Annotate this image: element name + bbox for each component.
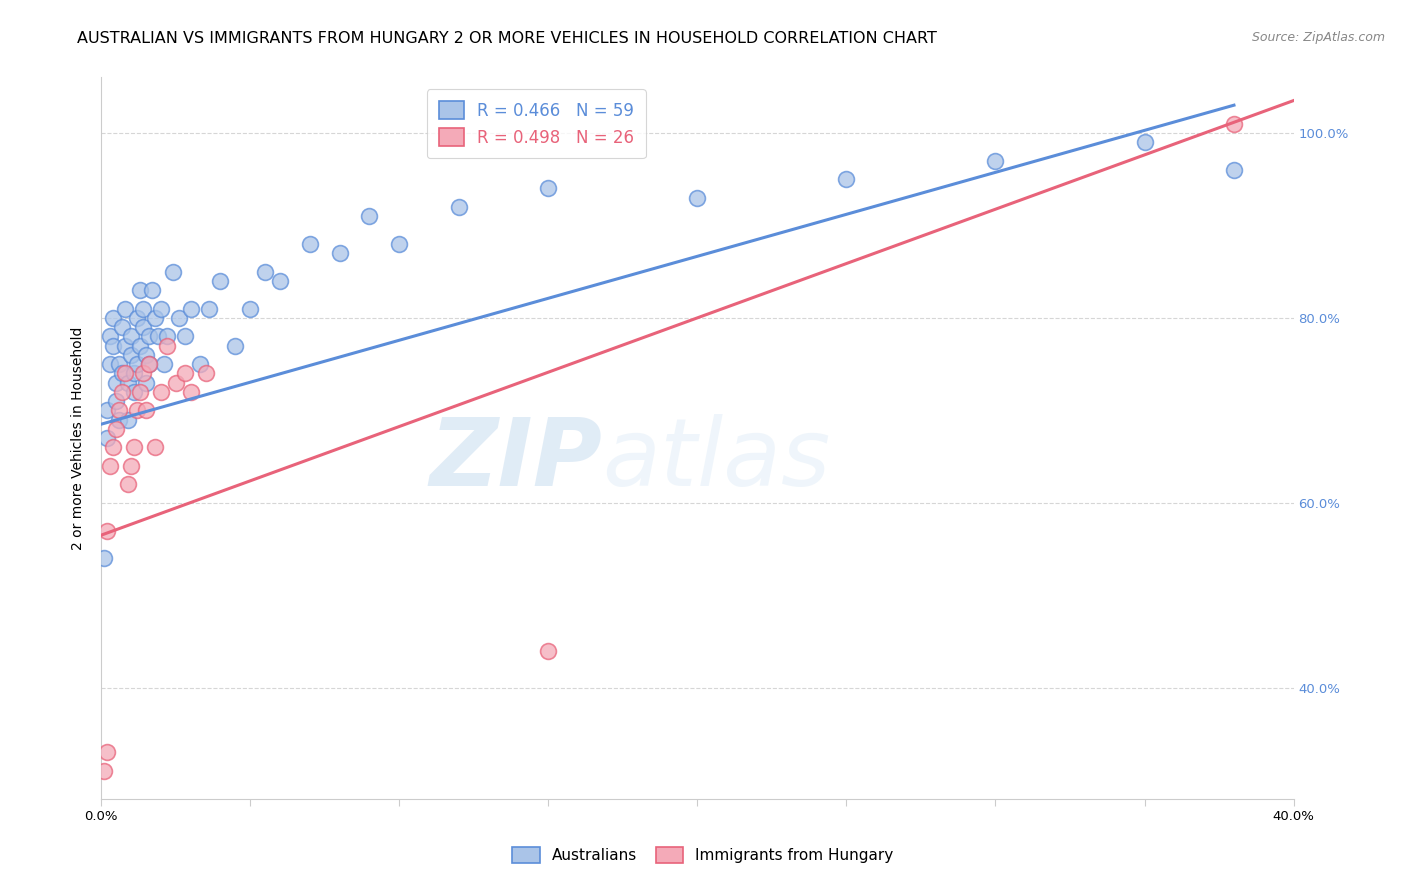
Point bbox=[125, 357, 148, 371]
Point bbox=[96, 746, 118, 760]
Point bbox=[146, 329, 169, 343]
Point bbox=[111, 384, 134, 399]
Point bbox=[101, 338, 124, 352]
Point bbox=[537, 181, 560, 195]
Point bbox=[138, 357, 160, 371]
Point bbox=[101, 440, 124, 454]
Point bbox=[111, 367, 134, 381]
Point bbox=[194, 367, 217, 381]
Point bbox=[108, 412, 131, 426]
Point bbox=[537, 644, 560, 658]
Point bbox=[101, 310, 124, 325]
Point bbox=[388, 236, 411, 251]
Point bbox=[117, 376, 139, 390]
Point bbox=[269, 274, 291, 288]
Point bbox=[143, 440, 166, 454]
Point bbox=[173, 329, 195, 343]
Point bbox=[156, 338, 179, 352]
Point bbox=[132, 320, 155, 334]
Point bbox=[120, 348, 142, 362]
Point bbox=[114, 338, 136, 352]
Point bbox=[143, 310, 166, 325]
Point bbox=[209, 274, 232, 288]
Text: AUSTRALIAN VS IMMIGRANTS FROM HUNGARY 2 OR MORE VEHICLES IN HOUSEHOLD CORRELATIO: AUSTRALIAN VS IMMIGRANTS FROM HUNGARY 2 … bbox=[77, 31, 938, 46]
Point bbox=[105, 394, 128, 409]
Point bbox=[1223, 162, 1246, 177]
Point bbox=[96, 431, 118, 445]
Point bbox=[149, 301, 172, 316]
Point bbox=[156, 329, 179, 343]
Point bbox=[298, 236, 321, 251]
Point bbox=[132, 301, 155, 316]
Point bbox=[180, 384, 202, 399]
Point bbox=[447, 200, 470, 214]
Point bbox=[117, 477, 139, 491]
Point bbox=[129, 338, 152, 352]
Point bbox=[114, 301, 136, 316]
Point bbox=[138, 329, 160, 343]
Point bbox=[122, 440, 145, 454]
Point bbox=[180, 301, 202, 316]
Point bbox=[125, 310, 148, 325]
Point bbox=[239, 301, 262, 316]
Point bbox=[167, 310, 190, 325]
Point bbox=[93, 764, 115, 778]
Point bbox=[108, 403, 131, 417]
Point bbox=[1133, 135, 1156, 149]
Point bbox=[153, 357, 176, 371]
Point bbox=[165, 376, 187, 390]
Point bbox=[197, 301, 219, 316]
Point bbox=[93, 551, 115, 566]
Point bbox=[122, 367, 145, 381]
Point bbox=[188, 357, 211, 371]
Point bbox=[1223, 117, 1246, 131]
Point bbox=[105, 376, 128, 390]
Point bbox=[117, 412, 139, 426]
Text: atlas: atlas bbox=[602, 414, 831, 505]
Point bbox=[162, 265, 184, 279]
Text: Source: ZipAtlas.com: Source: ZipAtlas.com bbox=[1251, 31, 1385, 45]
Text: ZIP: ZIP bbox=[429, 414, 602, 506]
Point bbox=[224, 338, 246, 352]
Point bbox=[141, 283, 163, 297]
Point bbox=[135, 403, 157, 417]
Point bbox=[120, 329, 142, 343]
Point bbox=[173, 367, 195, 381]
Point bbox=[835, 172, 858, 186]
Point bbox=[359, 209, 381, 223]
Point bbox=[984, 153, 1007, 168]
Point bbox=[129, 283, 152, 297]
Point bbox=[254, 265, 277, 279]
Point bbox=[129, 384, 152, 399]
Point bbox=[686, 191, 709, 205]
Point bbox=[138, 357, 160, 371]
Point bbox=[135, 376, 157, 390]
Point bbox=[329, 246, 352, 260]
Y-axis label: 2 or more Vehicles in Household: 2 or more Vehicles in Household bbox=[72, 326, 86, 549]
Legend: Australians, Immigrants from Hungary: Australians, Immigrants from Hungary bbox=[505, 839, 901, 871]
Point bbox=[96, 524, 118, 538]
Point bbox=[149, 384, 172, 399]
Point bbox=[111, 320, 134, 334]
Point bbox=[120, 458, 142, 473]
Point bbox=[135, 348, 157, 362]
Legend: R = 0.466   N = 59, R = 0.498   N = 26: R = 0.466 N = 59, R = 0.498 N = 26 bbox=[427, 89, 645, 159]
Point bbox=[105, 422, 128, 436]
Point bbox=[114, 367, 136, 381]
Point bbox=[98, 458, 121, 473]
Point bbox=[125, 403, 148, 417]
Point bbox=[108, 357, 131, 371]
Point bbox=[98, 329, 121, 343]
Point bbox=[98, 357, 121, 371]
Point bbox=[132, 367, 155, 381]
Point bbox=[96, 403, 118, 417]
Point bbox=[122, 384, 145, 399]
